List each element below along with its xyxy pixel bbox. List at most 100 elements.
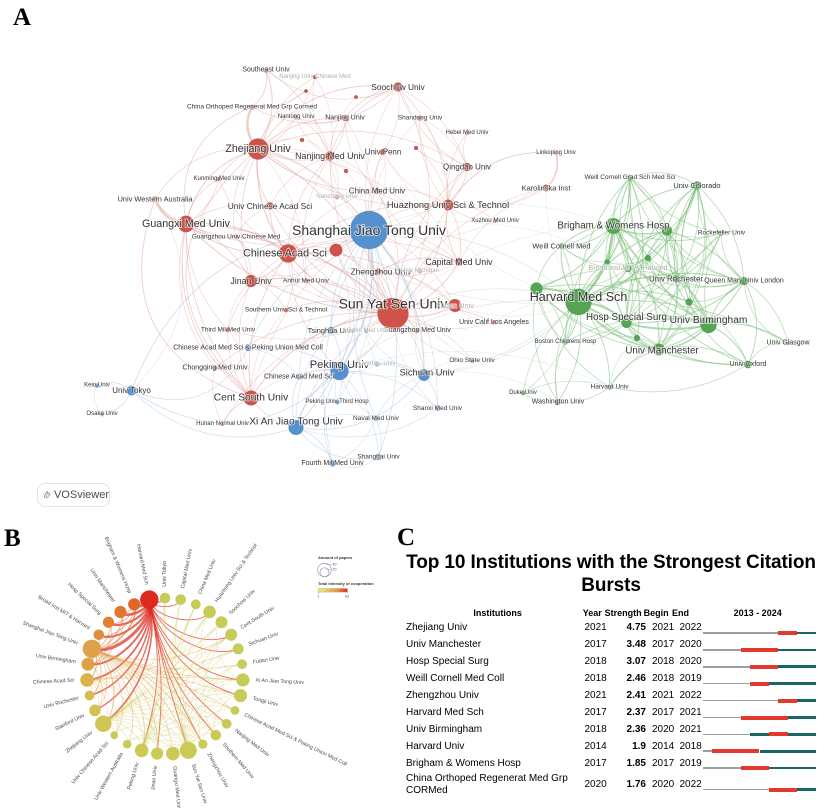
- collaboration-edge: [536, 268, 629, 291]
- institution-node: [520, 390, 526, 396]
- institution-node-label: Broad Inst MIT & Harvard: [589, 265, 668, 272]
- collaboration-edge: [647, 257, 709, 326]
- logo-dot: [44, 496, 46, 499]
- institution-node-label: Karolinska Inst: [522, 184, 572, 193]
- logo-stroke-blue: [47, 494, 51, 499]
- cell-strength: 2.46: [626, 673, 646, 685]
- collaboration-edge: [250, 370, 340, 399]
- collaboration-edge: [247, 330, 332, 351]
- legend-size-value-large: 40: [333, 563, 337, 567]
- institution-node: [633, 334, 641, 342]
- chord-diagram-panel-b: Univ Tokyo Capital Med Univ China Med Univ…: [22, 536, 375, 808]
- collaboration-edge: [609, 364, 749, 393]
- cell-year: 2020: [584, 779, 607, 790]
- institution-node-label: Univ Michigan: [401, 268, 439, 274]
- collaboration-edge: [565, 322, 627, 343]
- institution-node: [247, 138, 269, 160]
- collaboration-edge: [629, 177, 745, 282]
- cell-begin: 2018: [652, 656, 675, 668]
- chord-node: [140, 590, 159, 609]
- cooperation-chord: [102, 621, 222, 725]
- collaboration-edge: [295, 116, 331, 157]
- collaboration-edge: [185, 223, 394, 315]
- institution-node: [212, 365, 218, 371]
- collaboration-edge: [295, 116, 346, 123]
- collaboration-edge: [251, 90, 307, 108]
- institution-node-label: Duke Univ: [509, 390, 537, 396]
- timeline-segment: [778, 665, 816, 669]
- collaboration-edge: [397, 86, 468, 168]
- institution-node-label: Osaka Univ: [86, 411, 117, 417]
- collaboration-edge: [721, 232, 745, 282]
- cooperation-chord: [200, 611, 236, 711]
- col-header-end: End: [672, 608, 689, 618]
- panel-a-letter: A: [13, 4, 32, 31]
- legend-color-min: 1: [317, 595, 319, 599]
- chord-node: [80, 673, 94, 687]
- collaboration-edge: [419, 117, 468, 168]
- collaboration-edge: [377, 261, 460, 276]
- cooperation-chord: [102, 703, 228, 725]
- chord-node-label: Hosp Special Surg: [66, 582, 102, 617]
- chord-node: [203, 605, 216, 619]
- cooperation-chord: [141, 705, 236, 751]
- collaboration-edge: [368, 229, 438, 409]
- collaboration-edge: [561, 245, 629, 270]
- collaboration-edge: [185, 203, 271, 225]
- collaboration-edge: [250, 309, 287, 399]
- collaboration-edge: [183, 106, 253, 225]
- cooperation-chord: [102, 713, 204, 745]
- institution-node: [744, 360, 752, 369]
- chord-node: [95, 715, 112, 732]
- chord-node-label: Xi An Jiao Tong Univ: [255, 678, 304, 686]
- institution-node-label: Guangzhou Univ Chinese Med: [192, 234, 281, 241]
- cooperation-chord: [141, 599, 182, 751]
- institution-node: [413, 145, 419, 151]
- collaboration-edge: [375, 418, 382, 458]
- collaboration-edge: [536, 269, 677, 289]
- cell-year: 2018: [584, 673, 607, 685]
- institution-node-label: Zhejiang Univ: [225, 143, 291, 155]
- institution-node: [542, 184, 550, 192]
- timeline-segment: [797, 788, 816, 791]
- panel-b-letter: B: [4, 525, 21, 552]
- chord-node: [198, 739, 208, 749]
- cooperation-chord: [148, 599, 232, 640]
- collaboration-edge: [269, 155, 331, 207]
- collaboration-edge: [392, 86, 430, 314]
- collaboration-edge: [536, 288, 610, 388]
- collaboration-edge: [141, 198, 252, 399]
- cell-year: 2021: [584, 622, 607, 634]
- institution-node: [652, 343, 666, 356]
- cooperation-chord: [102, 597, 166, 725]
- collaboration-edge: [613, 225, 690, 303]
- institution-node-label: Chinese Acad Med Sci & Peking Union Med …: [173, 345, 323, 352]
- collaboration-edge: [154, 148, 259, 200]
- collaboration-edge: [329, 155, 378, 192]
- col-header-strength: Strength: [604, 608, 642, 618]
- collaboration-edge: [577, 176, 631, 303]
- institution-node-label: Boston Childrens Hosp: [535, 339, 597, 345]
- collaboration-edge: [185, 223, 370, 246]
- collaboration-edge: [688, 185, 706, 303]
- collaboration-edge: [295, 414, 377, 428]
- collaboration-edge: [606, 261, 628, 324]
- collaboration-edge: [240, 148, 259, 282]
- chord-node-label: Fudan Univ: [252, 655, 280, 665]
- collaboration-edge: [626, 278, 677, 324]
- cooperation-chord: [88, 598, 152, 697]
- cooperation-chord: [141, 693, 241, 751]
- chord-node-label: China Med Univ: [197, 558, 218, 595]
- timeline-segment: [703, 788, 769, 791]
- cell-begin: 2017: [652, 706, 675, 718]
- institution-node: [94, 383, 100, 388]
- institution-node: [288, 419, 304, 436]
- collaboration-edge: [392, 225, 614, 314]
- col-header-begin: Begin: [643, 608, 669, 618]
- collaboration-edge: [256, 148, 289, 255]
- collaboration-edge: [335, 249, 579, 304]
- institution-node: [225, 327, 231, 333]
- cell-year: 2017: [584, 706, 607, 718]
- institution-node: [99, 411, 105, 417]
